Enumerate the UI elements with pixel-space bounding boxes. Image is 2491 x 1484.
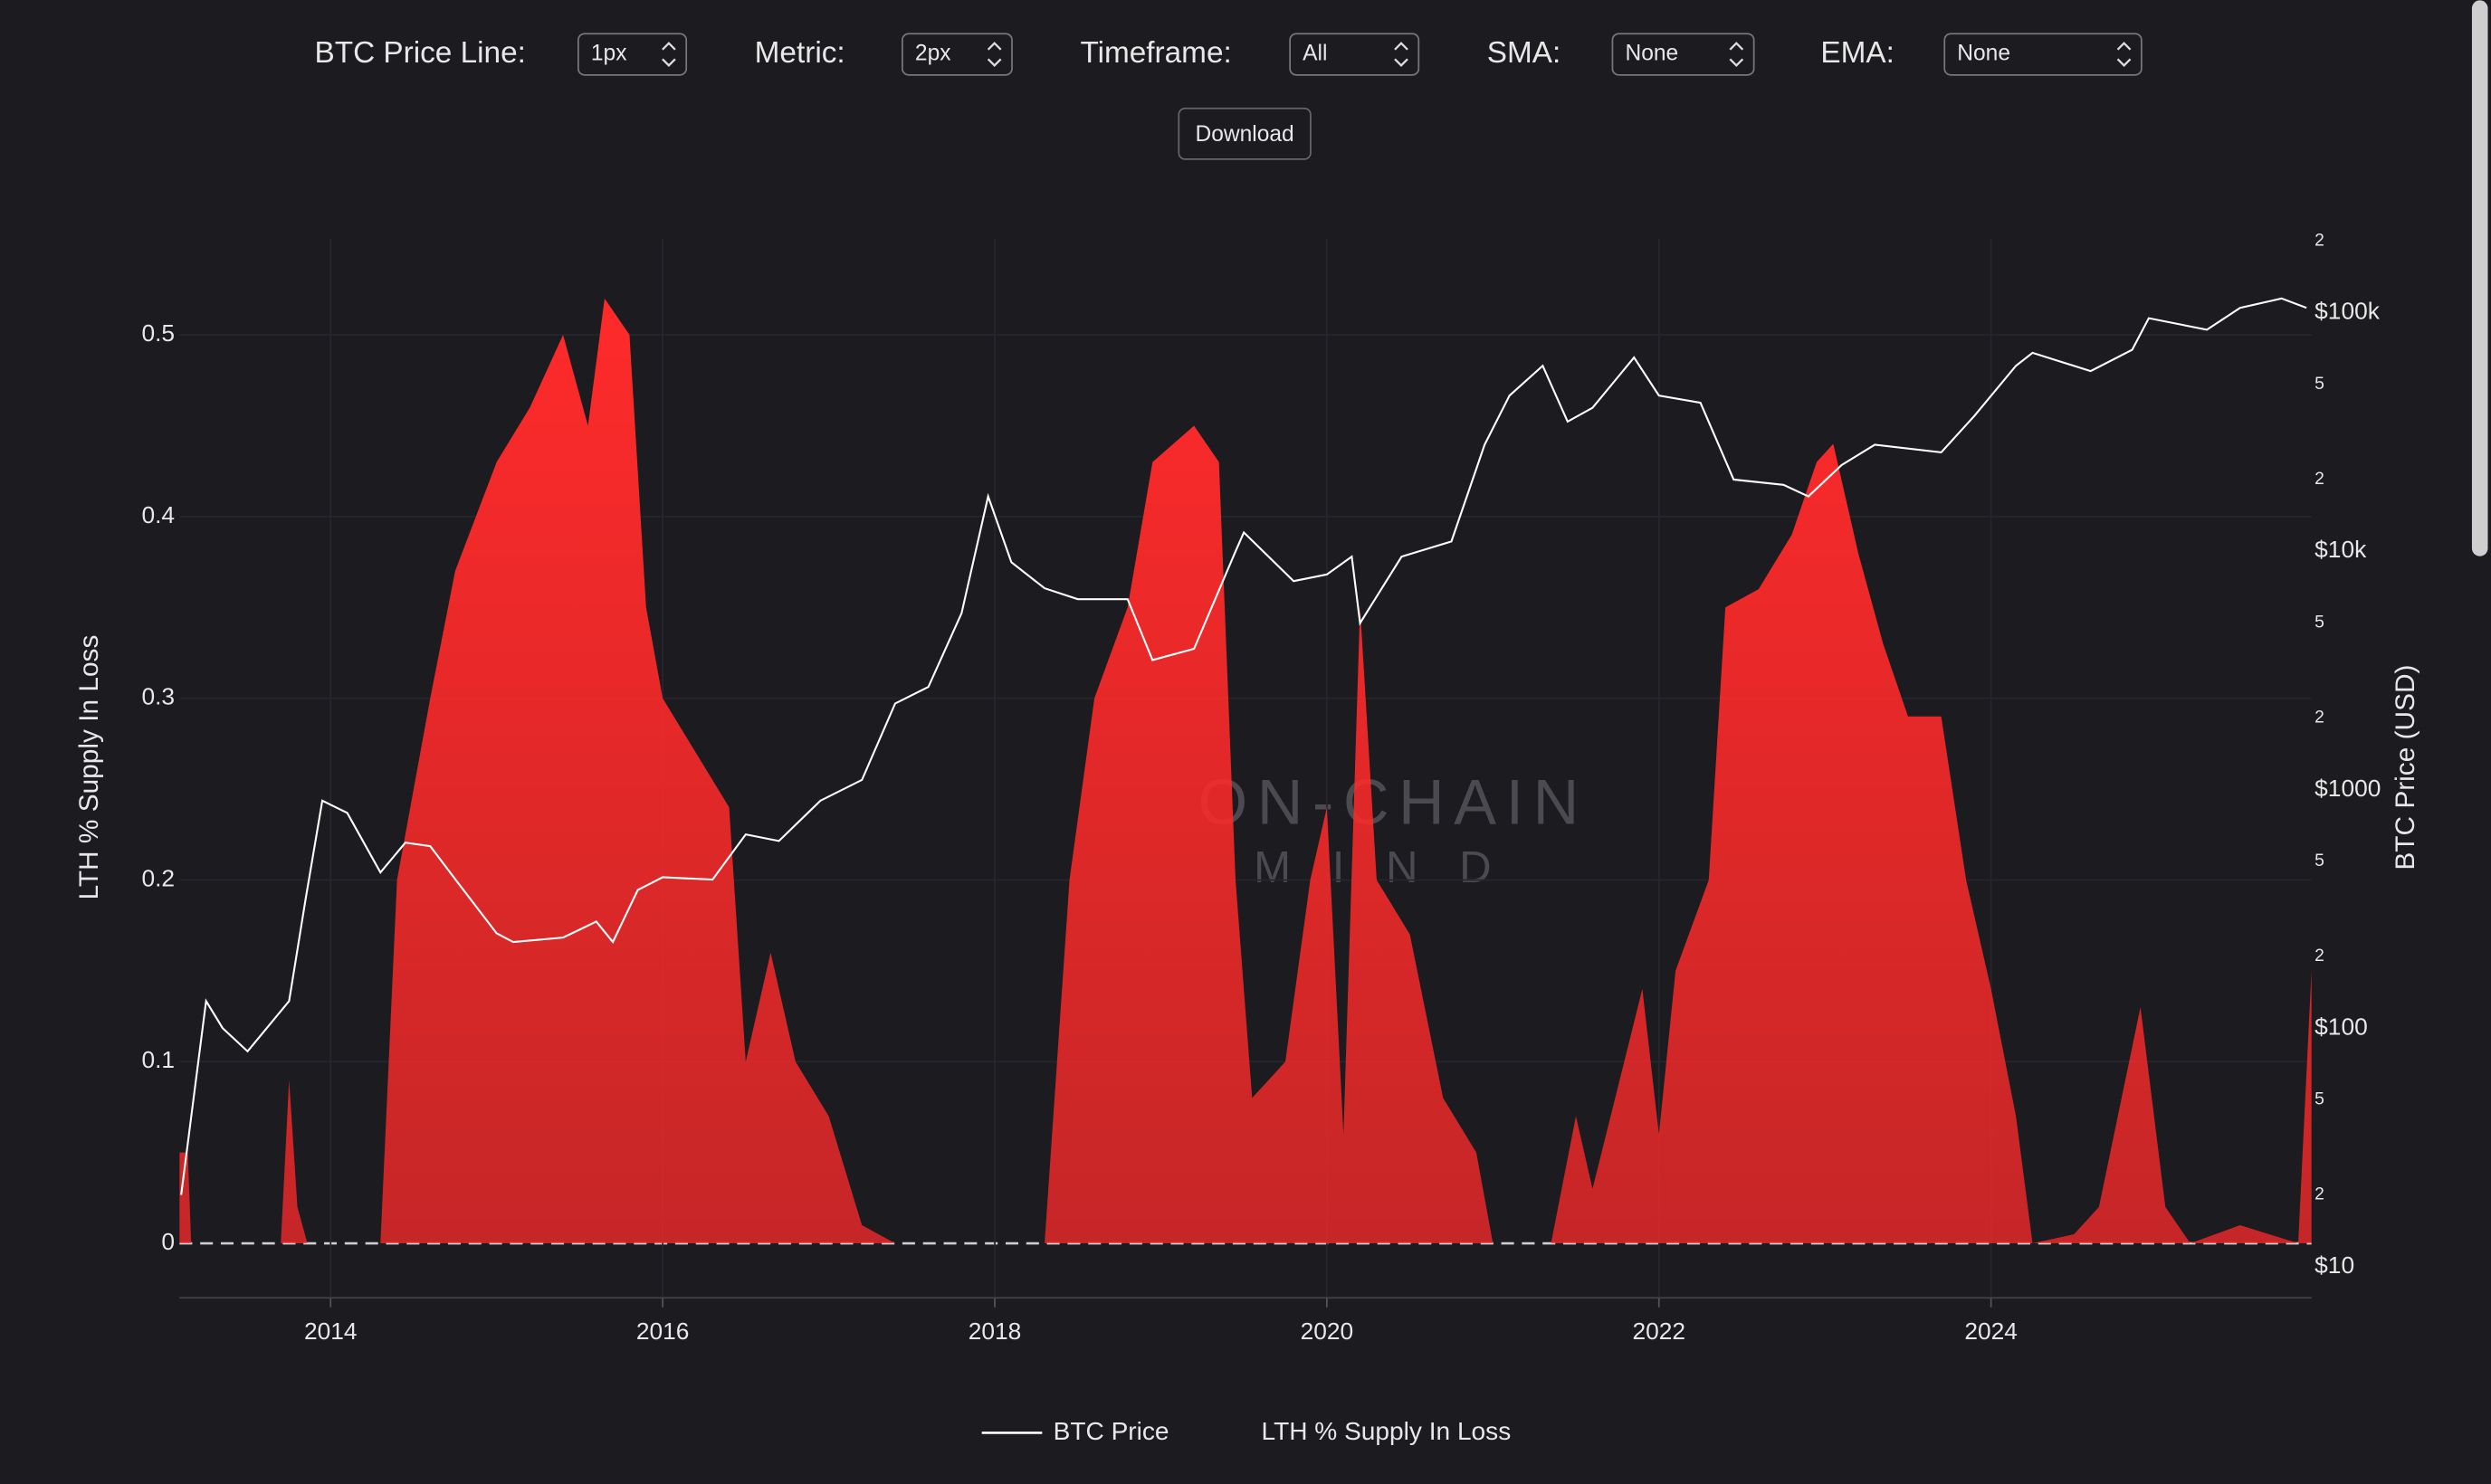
y2-tick-label: 5 — [2314, 1090, 2324, 1109]
select-arrow — [662, 42, 676, 67]
scrollbar[interactable] — [2471, 0, 2488, 556]
download-label: Download — [1195, 122, 1293, 147]
control-label: EMA: — [1820, 36, 1894, 70]
controls: BTC Price Line: 1px Metric: 2px Timeframe: Al… — [315, 33, 2143, 76]
y2-tick-label: 2 — [2314, 947, 2324, 966]
watermark: MIND — [1254, 843, 1532, 892]
select-arrow — [1394, 42, 1408, 67]
select-value: 2px — [915, 42, 951, 66]
y2-tick-label: $10k — [2314, 536, 2367, 563]
y2-tick-label: $1000 — [2314, 775, 2381, 802]
x-tick-label: 2018 — [969, 1318, 1022, 1345]
control-label: BTC Price Line: — [315, 36, 526, 70]
select[interactable] — [1289, 33, 1420, 76]
y2-tick-label: 5 — [2314, 375, 2324, 394]
control-label: SMA: — [1487, 36, 1560, 70]
select-arrow — [1729, 42, 1744, 67]
y-tick-label: 0 — [161, 1228, 175, 1255]
select-value: 1px — [591, 42, 627, 66]
y2-tick-label: $10 — [2314, 1251, 2354, 1279]
select[interactable] — [577, 33, 688, 76]
y2-tick-label: 2 — [2314, 1185, 2324, 1204]
y2-tick-label: $100k — [2314, 298, 2381, 325]
x-tick-label: 2016 — [636, 1318, 690, 1345]
select-value: None — [1625, 42, 1678, 66]
x-tick-label: 2014 — [304, 1318, 358, 1345]
select-value: None — [1957, 42, 2010, 66]
control-label: Timeframe: — [1080, 36, 1231, 70]
select-arrow — [987, 42, 1002, 67]
select[interactable] — [1611, 33, 1755, 76]
watermark: ON-CHAIN — [1198, 766, 1589, 838]
control-label: Metric: — [755, 36, 845, 70]
y-tick-label: 0.1 — [141, 1046, 175, 1073]
select-arrow — [2116, 42, 2132, 67]
legend-label: BTC Price — [1054, 1417, 1169, 1445]
y2-tick-label: 5 — [2314, 851, 2324, 870]
download-button[interactable] — [1178, 107, 1312, 160]
y-tick-label: 0.5 — [141, 319, 175, 347]
select-value: All — [1303, 42, 1327, 66]
x-tick-label: 2020 — [1301, 1318, 1354, 1345]
loss-area — [179, 298, 2312, 1244]
x-tick-label: 2024 — [1964, 1318, 2018, 1345]
y-tick-label: 0.4 — [141, 501, 175, 528]
y-tick-label: 0.2 — [141, 864, 175, 891]
y2-tick-label: 2 — [2314, 709, 2324, 728]
legend-label: LTH % Supply In Loss — [1262, 1417, 1512, 1445]
y2-axis-title: BTC Price (USD) — [2391, 665, 2420, 870]
y-tick-label: 0.3 — [141, 683, 175, 710]
select[interactable] — [902, 33, 1013, 76]
select[interactable] — [1943, 33, 2143, 76]
x-tick-label: 2022 — [1632, 1318, 1685, 1345]
y2-tick-label: $100 — [2314, 1013, 2368, 1040]
y2-tick-label: 2 — [2314, 232, 2324, 251]
price-line — [180, 297, 2307, 1195]
y-axis-title: LTH % Supply In Loss — [74, 635, 104, 900]
y2-tick-label: 2 — [2314, 470, 2324, 489]
y2-tick-label: 5 — [2314, 614, 2324, 633]
